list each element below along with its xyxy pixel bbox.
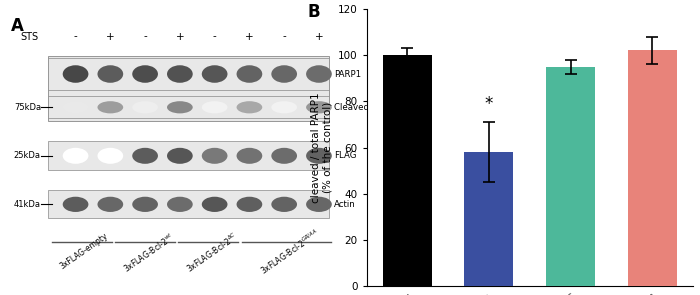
Text: *: *: [485, 95, 493, 113]
Ellipse shape: [237, 101, 262, 113]
Text: Cleaved PARP1: Cleaved PARP1: [335, 103, 399, 112]
Ellipse shape: [202, 148, 228, 164]
Text: -: -: [282, 32, 286, 42]
Text: 25kDa: 25kDa: [14, 151, 41, 160]
Ellipse shape: [63, 65, 88, 83]
Text: -: -: [144, 32, 147, 42]
Ellipse shape: [272, 65, 297, 83]
Bar: [546, 67, 595, 286]
Ellipse shape: [202, 65, 228, 83]
Text: 3xFLAG-Bcl-2$^{wt}$: 3xFLAG-Bcl-2$^{wt}$: [120, 230, 176, 275]
Text: 3xFLAG-Bcl-2$^{GR/AA}$: 3xFLAG-Bcl-2$^{GR/AA}$: [258, 227, 322, 278]
FancyBboxPatch shape: [48, 58, 329, 90]
Ellipse shape: [306, 65, 332, 83]
Ellipse shape: [63, 148, 88, 164]
Ellipse shape: [237, 148, 262, 164]
Ellipse shape: [97, 197, 123, 212]
Text: B: B: [308, 3, 321, 21]
FancyBboxPatch shape: [48, 96, 329, 118]
Ellipse shape: [132, 101, 158, 113]
Ellipse shape: [132, 148, 158, 164]
Text: PARP1: PARP1: [335, 70, 361, 78]
Ellipse shape: [132, 197, 158, 212]
Text: +: +: [176, 32, 184, 42]
Text: Actin: Actin: [335, 200, 356, 209]
Ellipse shape: [63, 197, 88, 212]
Text: +: +: [314, 32, 323, 42]
Ellipse shape: [97, 148, 123, 164]
Ellipse shape: [167, 65, 192, 83]
Text: +: +: [106, 32, 115, 42]
Ellipse shape: [97, 101, 123, 113]
Ellipse shape: [272, 101, 297, 113]
Bar: [465, 152, 513, 286]
FancyBboxPatch shape: [48, 56, 329, 121]
Text: 41kDa: 41kDa: [14, 200, 41, 209]
Ellipse shape: [167, 197, 192, 212]
Text: 3xFLAG-empty: 3xFLAG-empty: [59, 231, 110, 271]
Ellipse shape: [237, 197, 262, 212]
Text: -: -: [74, 32, 78, 42]
Ellipse shape: [97, 65, 123, 83]
Ellipse shape: [202, 197, 228, 212]
Ellipse shape: [63, 101, 88, 113]
Bar: [628, 50, 677, 286]
Ellipse shape: [272, 148, 297, 164]
Ellipse shape: [272, 197, 297, 212]
Text: 75kDa: 75kDa: [14, 103, 41, 112]
Ellipse shape: [306, 148, 332, 164]
Ellipse shape: [202, 101, 228, 113]
Text: FLAG: FLAG: [335, 151, 357, 160]
Text: 3xFLAG-Bcl-2$^{\Delta C}$: 3xFLAG-Bcl-2$^{\Delta C}$: [183, 230, 240, 275]
Ellipse shape: [306, 101, 332, 113]
Bar: [383, 55, 432, 286]
Text: -: -: [213, 32, 216, 42]
Ellipse shape: [237, 65, 262, 83]
Text: A: A: [10, 17, 23, 35]
Text: STS: STS: [21, 32, 38, 42]
Ellipse shape: [167, 101, 192, 113]
Text: +: +: [245, 32, 253, 42]
Ellipse shape: [306, 197, 332, 212]
Ellipse shape: [132, 65, 158, 83]
FancyBboxPatch shape: [48, 191, 329, 218]
Ellipse shape: [167, 148, 192, 164]
FancyBboxPatch shape: [48, 141, 329, 171]
Y-axis label: cleaved / total PARP1
(% of the control): cleaved / total PARP1 (% of the control): [311, 92, 332, 203]
